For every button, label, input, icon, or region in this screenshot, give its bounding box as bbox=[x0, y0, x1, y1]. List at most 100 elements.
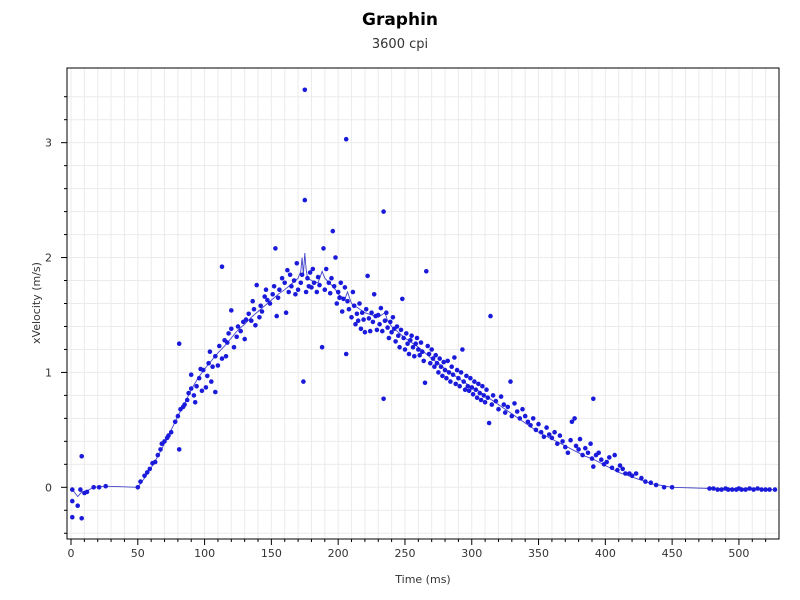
data-point bbox=[274, 313, 280, 319]
data-point bbox=[70, 498, 75, 504]
data-point bbox=[572, 416, 577, 421]
data-point bbox=[384, 310, 389, 316]
data-point bbox=[103, 483, 108, 489]
data-point bbox=[286, 289, 292, 295]
y-tick-label: 1 bbox=[45, 366, 52, 379]
data-point bbox=[466, 388, 472, 394]
data-point bbox=[142, 473, 147, 479]
data-point bbox=[448, 379, 453, 384]
data-point bbox=[493, 398, 499, 404]
data-point bbox=[231, 344, 237, 350]
data-point bbox=[715, 487, 720, 492]
data-point bbox=[246, 311, 251, 317]
x-tick-label: 350 bbox=[528, 547, 549, 560]
data-point bbox=[396, 333, 401, 339]
data-point bbox=[271, 284, 277, 289]
data-point bbox=[729, 487, 735, 492]
axes: 0 50 100 150 200 250 300 350 400 450 500 0 1 2 3 bbox=[45, 96, 767, 560]
data-point bbox=[589, 456, 595, 461]
chart-title: Graphin bbox=[361, 10, 438, 30]
data-point bbox=[253, 323, 258, 328]
data-point bbox=[711, 486, 716, 491]
data-point bbox=[301, 379, 306, 384]
data-point bbox=[144, 470, 150, 475]
data-point bbox=[599, 457, 604, 463]
data-point bbox=[265, 297, 270, 303]
data-point bbox=[223, 354, 229, 359]
data-point bbox=[432, 364, 437, 370]
data-point bbox=[172, 419, 178, 425]
data-point bbox=[229, 326, 234, 332]
data-point bbox=[355, 318, 361, 324]
data-point bbox=[442, 367, 448, 373]
data-point bbox=[393, 339, 398, 344]
data-point bbox=[285, 267, 290, 273]
data-point bbox=[398, 327, 404, 333]
data-point bbox=[357, 301, 362, 306]
data-point bbox=[191, 393, 197, 398]
data-point bbox=[544, 425, 549, 430]
data-point bbox=[201, 367, 206, 373]
data-point bbox=[484, 387, 489, 393]
data-point bbox=[759, 487, 764, 492]
data-point bbox=[219, 356, 225, 361]
data-point bbox=[653, 482, 659, 488]
data-point bbox=[275, 295, 281, 301]
data-point bbox=[437, 356, 443, 361]
data-point bbox=[468, 375, 473, 381]
data-point bbox=[234, 334, 239, 340]
data-point bbox=[410, 344, 416, 350]
data-point bbox=[273, 246, 278, 251]
data-point bbox=[434, 360, 440, 366]
data-point bbox=[422, 380, 428, 386]
data-point bbox=[772, 487, 778, 492]
data-point bbox=[188, 386, 194, 391]
data-point bbox=[303, 289, 309, 295]
x-tick-label: 250 bbox=[394, 547, 415, 560]
data-point bbox=[206, 360, 211, 366]
data-point bbox=[315, 274, 321, 280]
data-point bbox=[416, 347, 421, 352]
data-point bbox=[747, 486, 752, 491]
data-point bbox=[560, 439, 565, 444]
x-tick-label: 150 bbox=[261, 547, 282, 560]
data-point bbox=[438, 364, 444, 370]
data-point bbox=[470, 392, 476, 397]
data-point bbox=[420, 349, 425, 355]
data-point bbox=[361, 317, 366, 322]
data-point bbox=[209, 379, 214, 384]
data-point bbox=[219, 264, 225, 270]
data-point bbox=[358, 326, 364, 332]
data-point bbox=[441, 359, 447, 365]
data-point bbox=[525, 419, 531, 425]
data-point bbox=[307, 270, 313, 275]
data-point bbox=[254, 282, 259, 288]
data-point bbox=[401, 335, 406, 341]
data-point bbox=[263, 287, 269, 293]
data-point bbox=[517, 416, 523, 421]
data-point bbox=[477, 390, 483, 396]
data-point bbox=[238, 328, 243, 334]
data-point bbox=[342, 285, 348, 290]
data-point bbox=[365, 273, 370, 279]
data-point bbox=[322, 287, 328, 293]
data-point bbox=[194, 383, 199, 389]
data-point bbox=[385, 325, 390, 330]
data-point bbox=[259, 309, 265, 314]
data-point bbox=[341, 296, 346, 302]
data-point bbox=[505, 404, 511, 410]
data-point bbox=[573, 443, 579, 449]
data-point bbox=[472, 379, 477, 384]
data-point bbox=[440, 373, 445, 379]
data-point bbox=[488, 313, 493, 319]
data-point bbox=[596, 450, 601, 456]
data-point bbox=[135, 485, 141, 490]
y-tick-label: 3 bbox=[45, 137, 52, 150]
data-point bbox=[267, 301, 273, 306]
data-point bbox=[541, 434, 547, 440]
data-point bbox=[498, 394, 504, 399]
data-point bbox=[453, 381, 459, 387]
data-point bbox=[217, 343, 222, 349]
data-point bbox=[75, 503, 80, 509]
